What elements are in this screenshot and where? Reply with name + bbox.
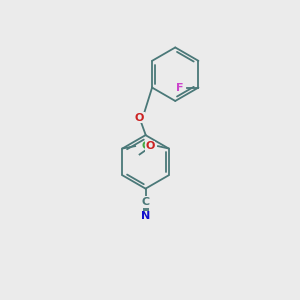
- Text: Cl: Cl: [142, 141, 154, 151]
- Text: O: O: [145, 141, 154, 151]
- Text: O: O: [135, 113, 144, 123]
- Text: N: N: [141, 211, 150, 221]
- Text: C: C: [142, 197, 150, 207]
- Text: F: F: [176, 82, 184, 93]
